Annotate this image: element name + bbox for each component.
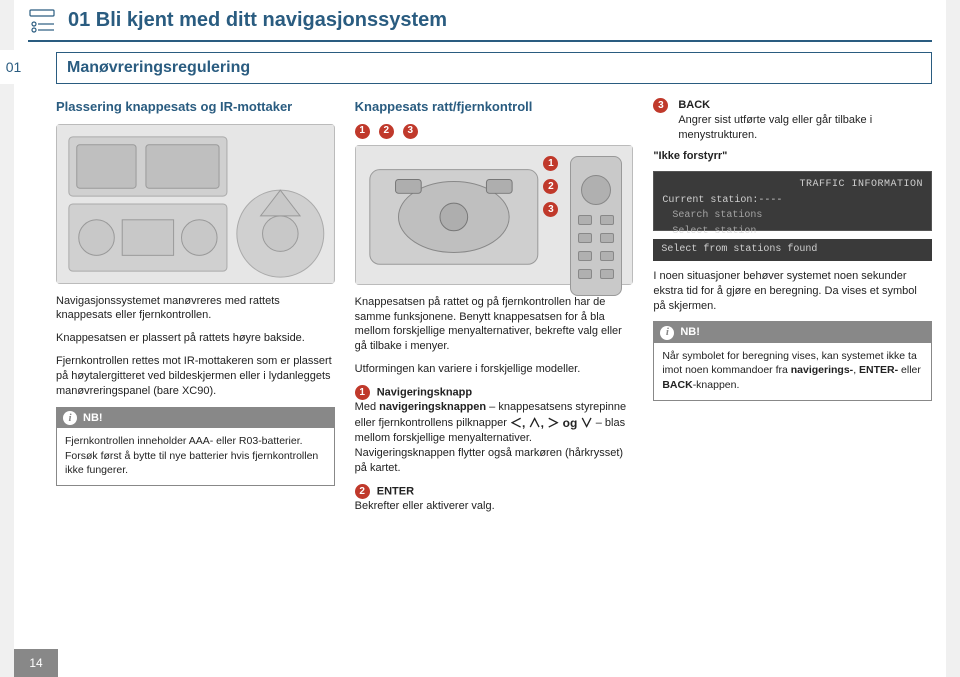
callout-num: 3 bbox=[403, 124, 418, 139]
column-3: 3 BACK Angrer sist utførte valg eller gå… bbox=[653, 98, 932, 522]
col2-heading: Knappesats ratt/fjernkontroll bbox=[355, 98, 634, 116]
chapter-title: 01 Bli kjent med ditt navigasjonssystem bbox=[68, 9, 447, 32]
nb-d: ENTER- bbox=[859, 364, 898, 376]
col2-p1: Knappesatsen på rattet og på fjernkontro… bbox=[355, 295, 634, 354]
note-body: Når symbolet for beregning vises, kan sy… bbox=[662, 349, 923, 392]
nb-b: navigerings- bbox=[791, 364, 853, 376]
callout-num: 1 bbox=[543, 156, 558, 171]
select-station-bar: Select from stations found bbox=[653, 239, 932, 261]
item2-body: Bekrefter eller aktiverer valg. bbox=[355, 500, 495, 512]
content-columns: Plassering knappesats og IR-mottaker bbox=[14, 84, 946, 522]
item1-b: navigeringsknappen bbox=[379, 401, 486, 413]
note-label: NB! bbox=[83, 411, 103, 426]
col1-heading: Plassering knappesats og IR-mottaker bbox=[56, 98, 335, 116]
screen-line: Select station bbox=[662, 223, 923, 239]
traffic-info-screen: TRAFFIC INFORMATION Current station:----… bbox=[653, 171, 932, 231]
dashboard-illustration bbox=[56, 124, 335, 284]
page-inner: 01 Bli kjent med ditt navigasjonssystem … bbox=[14, 0, 946, 677]
keypad-remote-illustration: 1 2 3 bbox=[355, 145, 634, 285]
callout-num: 2 bbox=[379, 124, 394, 139]
col3-item3: 3 BACK Angrer sist utførte valg eller gå… bbox=[653, 98, 932, 143]
callout-num-2: 2 bbox=[355, 484, 370, 499]
screen-line: Current station:---- bbox=[662, 192, 923, 208]
callout-num: 2 bbox=[543, 179, 558, 194]
section-title: Manøvreringsregulering bbox=[56, 52, 932, 84]
note-body: Fjernkontrollen inneholder AAA- eller R0… bbox=[65, 434, 326, 477]
callout-num: 3 bbox=[543, 202, 558, 217]
screen-line: Search stations bbox=[662, 207, 923, 223]
header-rule bbox=[28, 40, 932, 42]
page-number: 14 bbox=[14, 649, 58, 677]
item3-title: BACK bbox=[678, 99, 710, 111]
do-not-disturb-label: "Ikke forstyrr" bbox=[653, 149, 932, 164]
item1-a: Med bbox=[355, 401, 379, 413]
callout-num: 1 bbox=[355, 124, 370, 139]
nav-system-icon bbox=[28, 6, 56, 34]
nb-g: -knappen. bbox=[693, 379, 740, 391]
screen-title: TRAFFIC INFORMATION bbox=[799, 178, 923, 192]
arrow-glyphs: ＜, ∧, ＞ og ∨ bbox=[510, 416, 593, 430]
item3-body: Angrer sist utførte valg eller går tilba… bbox=[678, 114, 872, 141]
note-label: NB! bbox=[680, 325, 700, 340]
note-header: i NB! bbox=[654, 322, 931, 343]
callout-row: 1 2 3 bbox=[355, 124, 634, 139]
col3-note-box: i NB! Når symbolet for beregning vises, … bbox=[653, 321, 932, 400]
info-icon: i bbox=[63, 411, 77, 425]
info-icon: i bbox=[660, 326, 674, 340]
col2-item2: 2 ENTER Bekrefter eller aktiverer valg. bbox=[355, 484, 634, 514]
col1-note-box: i NB! Fjernkontrollen inneholder AAA- el… bbox=[56, 407, 335, 486]
column-2: Knappesats ratt/fjernkontroll 1 2 3 bbox=[355, 98, 634, 522]
col2-item1: 1 Navigeringsknapp Med navigeringsknappe… bbox=[355, 385, 634, 476]
col1-p2: Knappesatsen er plassert på rattets høyr… bbox=[56, 331, 335, 346]
callout-column: 1 2 3 bbox=[543, 156, 562, 217]
col3-p1: I noen situasjoner behøver systemet noen… bbox=[653, 269, 932, 314]
col2-p2: Utformingen kan variere i forskjellige m… bbox=[355, 362, 634, 377]
remote-illustration bbox=[570, 156, 622, 296]
col1-p3: Fjernkontrollen rettes mot IR-mottakeren… bbox=[56, 354, 335, 399]
nb-e: eller bbox=[898, 364, 921, 376]
page-header: 01 Bli kjent med ditt navigasjonssystem bbox=[14, 0, 946, 40]
note-header: i NB! bbox=[57, 408, 334, 429]
chapter-tab: 01 bbox=[0, 50, 28, 84]
callout-num-1: 1 bbox=[355, 385, 370, 400]
column-1: Plassering knappesats og IR-mottaker bbox=[56, 98, 335, 522]
page: 01 Bli kjent med ditt navigasjonssystem … bbox=[0, 0, 960, 677]
item2-title: ENTER bbox=[377, 485, 414, 497]
col1-p1: Navigasjonssystemet manøvreres med ratte… bbox=[56, 294, 335, 324]
nb-f: BACK bbox=[662, 379, 692, 391]
callout-num-3: 3 bbox=[653, 98, 668, 113]
item1-title: Navigeringsknapp bbox=[377, 386, 472, 398]
